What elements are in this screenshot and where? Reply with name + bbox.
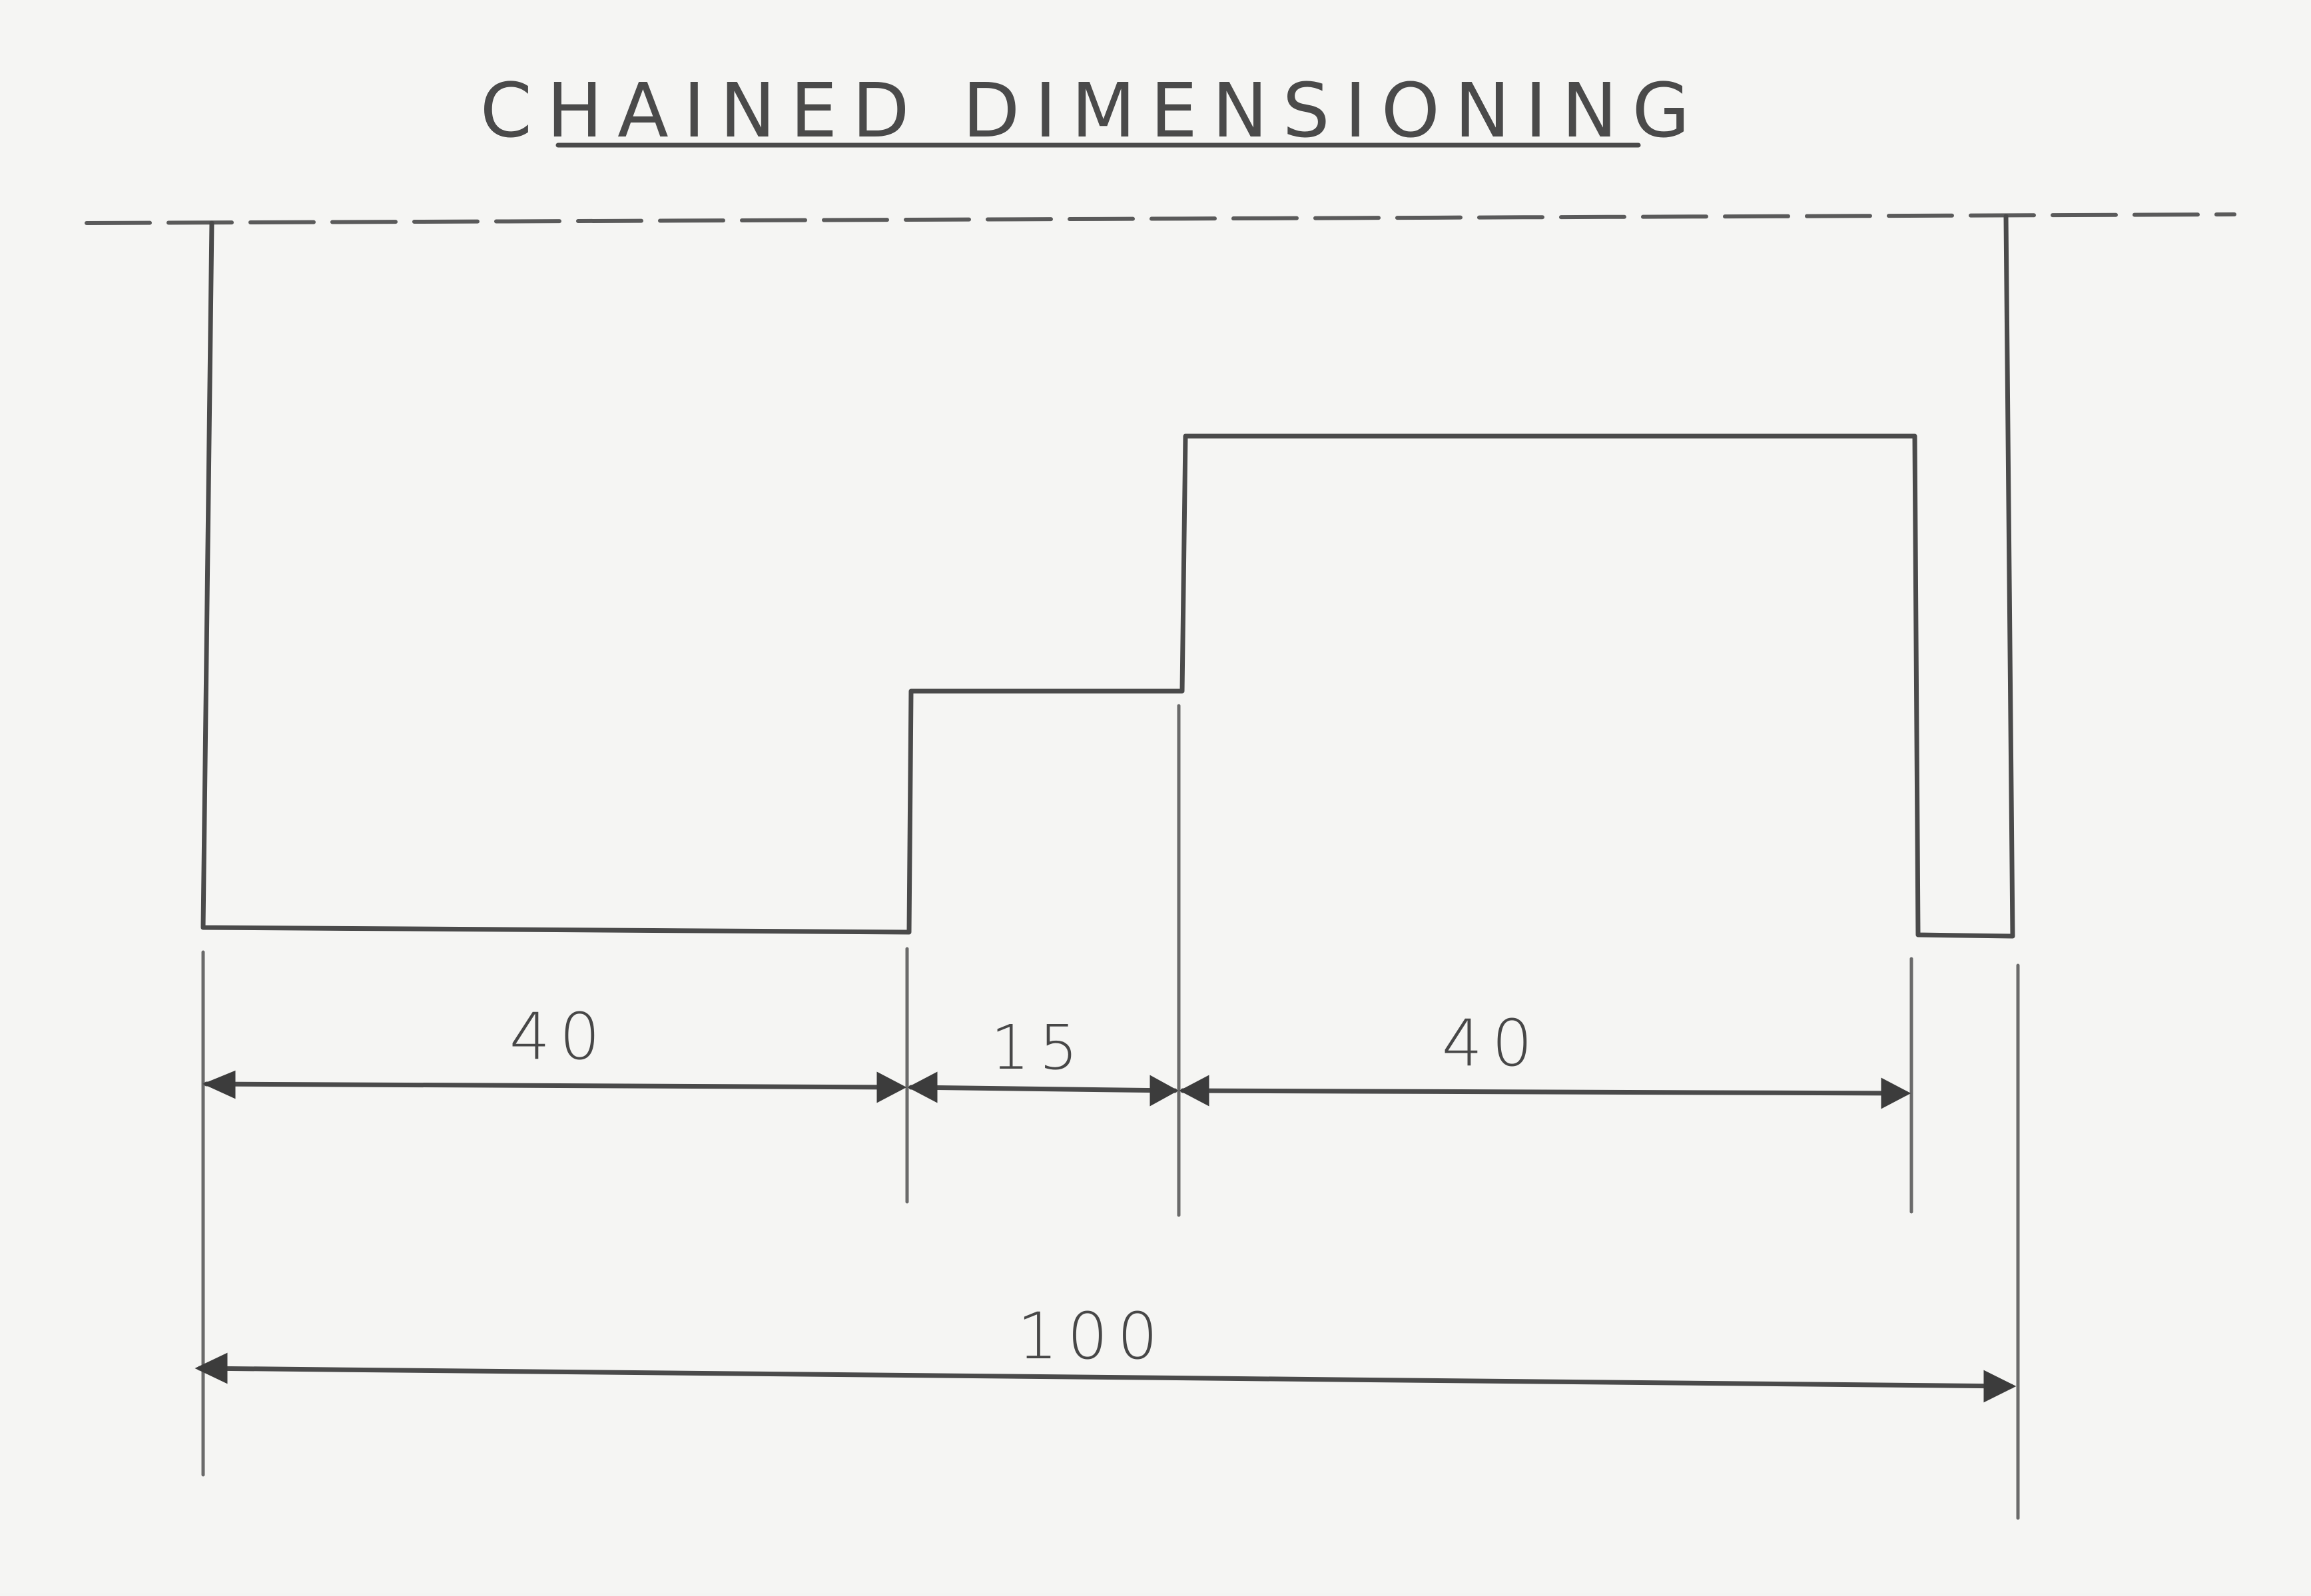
dimension-label-overall: 100	[1017, 1299, 1167, 1374]
dimension-label-segment-1: 40	[509, 999, 609, 1074]
dimension-line-segment-3	[1179, 1075, 1911, 1109]
dimension-line-overall	[194, 1352, 2017, 1403]
dimension-line-segment-2	[907, 1071, 1179, 1107]
dimension-label-segment-3: 40	[1442, 1006, 1542, 1081]
dimension-line-segment-1	[202, 1070, 907, 1103]
dimension-label-segment-2: 15	[990, 1012, 1087, 1083]
dashed-reference-line	[85, 212, 2236, 225]
part-outline	[200, 214, 2015, 939]
drawing-title: CHAINED DIMENSIONING	[480, 68, 1705, 154]
